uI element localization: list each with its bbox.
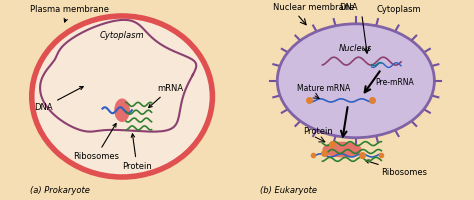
Text: Ribosomes: Ribosomes xyxy=(73,124,119,161)
Text: Nuclear membrane: Nuclear membrane xyxy=(273,3,355,12)
Text: Cytoplasm: Cytoplasm xyxy=(376,5,420,14)
Text: Protein: Protein xyxy=(303,127,333,136)
Text: (a) Prokaryote: (a) Prokaryote xyxy=(30,186,90,195)
Ellipse shape xyxy=(32,16,212,177)
Text: Protein: Protein xyxy=(122,134,152,171)
Text: Nucleus: Nucleus xyxy=(339,44,373,53)
Text: Cytoplasm: Cytoplasm xyxy=(100,31,145,40)
Ellipse shape xyxy=(277,24,434,138)
Text: Ribosomes: Ribosomes xyxy=(365,160,428,177)
Text: mRNA: mRNA xyxy=(149,84,183,108)
Text: Plasma membrane: Plasma membrane xyxy=(30,5,109,22)
Text: Pre-mRNA: Pre-mRNA xyxy=(375,78,414,87)
Text: DNA: DNA xyxy=(338,3,357,12)
Text: (b) Eukaryote: (b) Eukaryote xyxy=(260,186,317,195)
Text: DNA: DNA xyxy=(34,87,83,112)
Text: Mature mRNA: Mature mRNA xyxy=(297,84,350,93)
Ellipse shape xyxy=(322,142,362,157)
Ellipse shape xyxy=(114,98,130,122)
